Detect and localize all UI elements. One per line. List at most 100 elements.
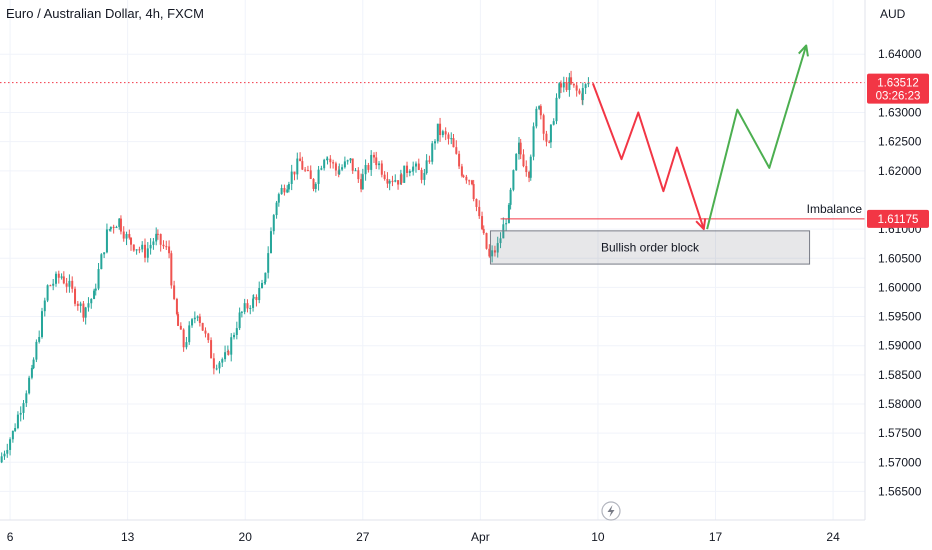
candle <box>215 364 218 371</box>
candle-body <box>188 325 191 343</box>
candle <box>436 123 439 144</box>
candle <box>383 171 386 181</box>
candle <box>125 231 128 246</box>
candle <box>391 175 394 187</box>
candle <box>485 232 488 250</box>
candle <box>221 357 224 367</box>
candle <box>528 170 531 183</box>
candle-body <box>258 288 261 301</box>
x-tick-label: 17 <box>709 530 723 544</box>
candle <box>570 70 573 85</box>
candle <box>76 301 79 311</box>
candle-body <box>235 328 238 335</box>
candle-body <box>301 161 304 170</box>
candle <box>460 163 463 178</box>
candle <box>201 322 204 332</box>
candle-body <box>482 229 485 234</box>
candle <box>109 226 112 232</box>
candle-body <box>155 233 158 242</box>
candle-body <box>293 171 296 175</box>
candle <box>351 158 354 174</box>
candle <box>54 271 57 287</box>
candle <box>93 288 96 300</box>
candle-body <box>138 249 141 251</box>
candle <box>40 307 43 339</box>
candle <box>475 198 478 212</box>
chart-title: Euro / Australian Dollar, 4h, FXCM <box>6 6 204 21</box>
candle <box>57 270 60 284</box>
candle <box>191 317 194 328</box>
candle-body <box>90 299 93 304</box>
candle <box>170 250 173 289</box>
candle <box>417 158 420 171</box>
candle <box>177 311 180 327</box>
candle <box>478 200 481 219</box>
candle-body <box>532 126 535 157</box>
candle <box>349 158 352 164</box>
candle <box>16 411 19 430</box>
candle-body <box>287 183 290 190</box>
projection-up-arrowhead <box>798 44 809 57</box>
candle-body <box>82 303 85 318</box>
candle <box>130 237 133 251</box>
candle-body <box>156 233 159 235</box>
candle-body <box>269 231 272 254</box>
candle <box>255 294 258 307</box>
candle <box>444 127 447 141</box>
candle <box>406 161 409 178</box>
replay-icon[interactable] <box>601 501 621 521</box>
candle-body <box>488 248 491 257</box>
x-tick-label: 13 <box>121 530 135 544</box>
candle-body <box>478 206 481 217</box>
candle <box>301 156 304 171</box>
candle-body <box>196 316 199 318</box>
x-tick-label: 24 <box>826 530 840 544</box>
candle <box>584 83 587 95</box>
candle <box>14 423 17 433</box>
candle <box>423 168 426 186</box>
candle-body <box>227 351 230 355</box>
candle-body <box>224 352 227 360</box>
candle <box>505 218 508 232</box>
candle-body <box>146 248 149 258</box>
y-tick-label: 1.62000 <box>878 164 922 178</box>
candle <box>357 167 360 183</box>
candle-body <box>243 303 246 312</box>
candle <box>135 249 138 255</box>
candle <box>388 179 391 191</box>
candle-body <box>559 83 562 88</box>
candle <box>68 274 71 293</box>
candle-body <box>68 280 71 287</box>
candle-body <box>455 147 458 154</box>
candle-body <box>173 285 176 299</box>
candle <box>408 169 411 177</box>
candle <box>496 236 499 258</box>
candle <box>329 155 332 169</box>
candle-body <box>491 250 494 257</box>
candle-body <box>263 281 266 284</box>
y-tick-label: 1.60000 <box>878 280 922 294</box>
candle-body <box>28 377 31 394</box>
candle-body <box>11 430 14 440</box>
candle-body <box>97 269 100 289</box>
candle <box>370 150 373 176</box>
candle-body <box>428 160 431 162</box>
candle-body <box>201 322 204 331</box>
candle-body <box>317 169 320 184</box>
candle-body <box>112 226 115 229</box>
candle <box>375 151 378 170</box>
candle-body <box>119 218 122 232</box>
candle-body <box>386 178 389 184</box>
candle <box>367 162 370 173</box>
candle-body <box>481 216 484 230</box>
candle-body <box>212 358 215 369</box>
candle-body <box>233 334 236 338</box>
candle-body <box>548 141 551 143</box>
candle-body <box>280 187 283 195</box>
candle <box>261 279 264 289</box>
y-tick-label: 1.62500 <box>878 135 922 149</box>
candle-body <box>403 165 406 183</box>
candle <box>11 430 14 443</box>
